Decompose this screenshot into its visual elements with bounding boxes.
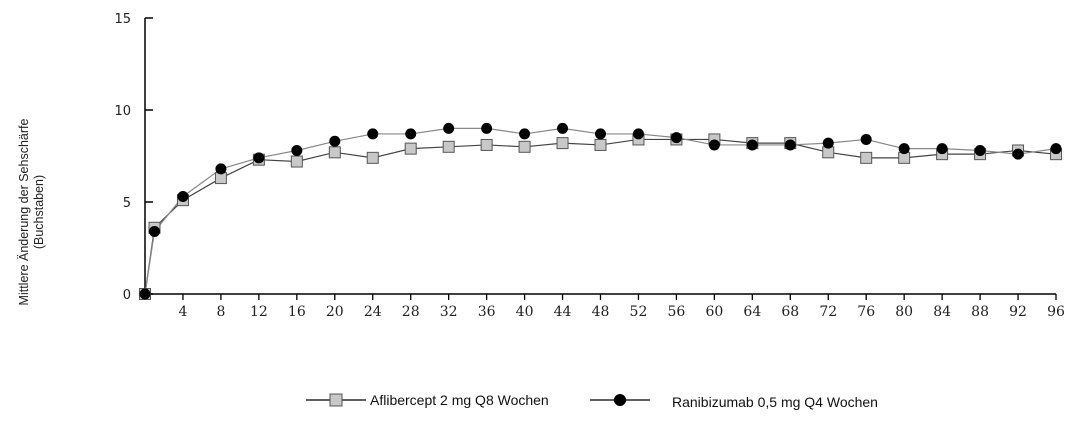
data-point-ranibizumab (898, 143, 910, 155)
x-tick-label: 72 (819, 304, 837, 320)
series-line-ranibizumab (144, 127, 1057, 295)
data-point-ranibizumab (1012, 148, 1024, 160)
data-point-ranibizumab (670, 132, 682, 144)
data-point-ranibizumab (291, 144, 303, 156)
x-tick-label: 68 (781, 304, 799, 320)
x-tick-label: 40 (516, 304, 534, 320)
data-point-aflibercept (404, 142, 417, 155)
legend-label-ranibizumab: Ranibizumab 0,5 mg Q4 Wochen (672, 394, 878, 410)
x-tick-label: 96 (1047, 304, 1065, 320)
legend: Aflibercept 2 mg Q8 Wochen Ranibizumab 0… (0, 392, 1074, 425)
series-layer (139, 122, 1062, 300)
circle-marker-icon (614, 394, 626, 406)
legend-item-aflibercept: Aflibercept 2 mg Q8 Wochen (306, 392, 570, 408)
series-line-aflibercept (144, 138, 1057, 295)
y-tick-label: 10 (114, 104, 131, 119)
x-tick-label: 16 (288, 304, 306, 320)
data-point-ranibizumab (139, 288, 151, 300)
data-point-ranibizumab (860, 133, 872, 145)
data-point-aflibercept (518, 140, 531, 153)
x-tick-label: 92 (1009, 304, 1027, 320)
data-point-aflibercept (860, 151, 873, 164)
x-tick-label: 24 (364, 304, 382, 320)
data-point-ranibizumab (557, 122, 569, 134)
data-point-ranibizumab (443, 122, 455, 134)
y-tick-label: 5 (123, 196, 131, 211)
data-point-ranibizumab (595, 128, 606, 140)
legend-item-ranibizumab: Ranibizumab 0,5 mg Q4 Wochen (590, 392, 878, 410)
y-axis-ticks: 0 5 10 15 (114, 12, 153, 303)
y-axis-label: Mittlere Änderung der Sehschärfe (Buchst… (17, 119, 47, 306)
x-tick-label: 52 (630, 304, 648, 320)
data-point-aflibercept (556, 137, 569, 150)
x-tick-label: 32 (440, 304, 458, 320)
data-point-ranibizumab (367, 128, 379, 140)
x-tick-label: 44 (554, 304, 572, 320)
x-tick-label: 56 (668, 304, 686, 320)
data-point-aflibercept (480, 138, 493, 151)
x-tick-label: 12 (250, 304, 268, 320)
data-point-ranibizumab (253, 152, 265, 164)
x-tick-label: 20 (326, 304, 344, 320)
data-point-aflibercept (366, 151, 379, 164)
x-tick-label: 28 (402, 304, 420, 320)
data-point-aflibercept (328, 146, 341, 159)
data-point-ranibizumab (215, 163, 227, 175)
data-point-ranibizumab (177, 190, 189, 202)
square-marker-icon (329, 393, 343, 407)
y-tick-label: 15 (114, 12, 131, 27)
data-point-ranibizumab (822, 137, 834, 149)
x-tick-label: 60 (705, 304, 723, 320)
data-point-aflibercept (290, 155, 303, 168)
x-tick-label: 88 (971, 304, 989, 320)
x-tick-label: 8 (216, 304, 225, 320)
data-point-ranibizumab (784, 139, 796, 151)
data-point-ranibizumab (746, 139, 758, 151)
legend-swatch-ranibizumab (590, 394, 650, 406)
x-tick-label: 80 (895, 304, 913, 320)
data-point-ranibizumab (1050, 143, 1062, 155)
data-point-ranibizumab (519, 128, 531, 140)
data-point-aflibercept (442, 140, 455, 153)
data-point-ranibizumab (329, 135, 341, 147)
x-tick-label: 84 (933, 304, 951, 320)
y-axis-label-line1: Mittlere Änderung der Sehschärfe (17, 118, 31, 306)
x-tick-label: 4 (178, 304, 187, 320)
legend-label-aflibercept: Aflibercept 2 mg Q8 Wochen (370, 392, 549, 408)
data-point-aflibercept (594, 138, 607, 151)
x-tick-label: 76 (857, 304, 875, 320)
x-tick-label: 64 (743, 304, 761, 320)
data-point-ranibizumab (974, 144, 986, 156)
legend-swatch-aflibercept (306, 393, 366, 407)
data-point-ranibizumab (148, 225, 160, 237)
data-point-ranibizumab (632, 128, 644, 140)
y-tick-label: 0 (123, 288, 131, 303)
data-point-ranibizumab (481, 122, 493, 134)
x-tick-label: 36 (478, 304, 496, 320)
y-axis-label-line2: (Buchstaben) (32, 174, 46, 250)
data-point-ranibizumab (936, 143, 948, 155)
x-axis-ticks: 4 8 12 16 20 24 28 32 36 40 44 48 52 56 60 64 68 72 76 80 84… (178, 294, 1065, 320)
data-point-ranibizumab (405, 128, 417, 140)
x-tick-label: 48 (592, 304, 610, 320)
data-point-ranibizumab (708, 139, 720, 151)
